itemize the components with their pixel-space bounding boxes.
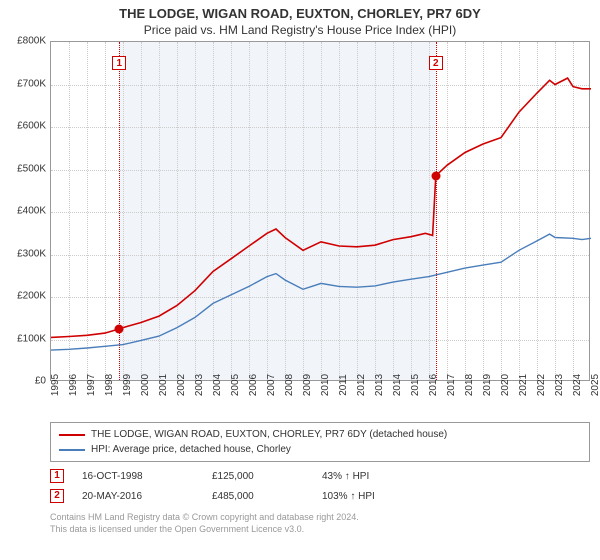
y-tick-label: £400K (17, 206, 46, 217)
legend-row-property: THE LODGE, WIGAN ROAD, EUXTON, CHORLEY, … (59, 427, 581, 442)
x-tick-label: 2016 (428, 374, 439, 396)
y-tick-label: £500K (17, 163, 46, 174)
y-tick-label: £300K (17, 248, 46, 259)
legend-label: THE LODGE, WIGAN ROAD, EUXTON, CHORLEY, … (91, 429, 447, 440)
sale-row-2: 2 20-MAY-2016£485,000103% ↑ HPI (50, 486, 590, 506)
sale-marker-icon: 2 (50, 489, 64, 503)
x-tick-label: 2002 (176, 374, 187, 396)
x-tick-label: 2020 (500, 374, 511, 396)
legend-swatch (59, 449, 85, 451)
marker-vline (436, 42, 437, 380)
chart-title: THE LODGE, WIGAN ROAD, EUXTON, CHORLEY, … (0, 0, 600, 21)
sale-date: 20-MAY-2016 (82, 491, 212, 502)
x-tick-label: 2018 (464, 374, 475, 396)
x-tick-label: 2001 (158, 374, 169, 396)
sale-date: 16-OCT-1998 (82, 471, 212, 482)
x-tick-label: 2024 (572, 374, 583, 396)
x-tick-label: 2006 (248, 374, 259, 396)
series-hpi (51, 234, 591, 350)
sale-price: £125,000 (212, 471, 322, 482)
x-tick-label: 2009 (302, 374, 313, 396)
line-plot-svg (51, 42, 591, 382)
y-tick-label: £600K (17, 121, 46, 132)
attribution-line: Contains HM Land Registry data © Crown c… (50, 512, 359, 534)
series-property (51, 78, 591, 337)
x-tick-label: 2005 (230, 374, 241, 396)
x-tick-label: 2007 (266, 374, 277, 396)
x-tick-label: 2019 (482, 374, 493, 396)
x-tick-label: 2004 (212, 374, 223, 396)
plot-region: 12 (50, 41, 590, 381)
y-tick-label: £0 (35, 376, 46, 387)
x-tick-label: 1995 (50, 374, 61, 396)
marker-dot-1 (115, 324, 124, 333)
y-tick-label: £100K (17, 333, 46, 344)
sale-pct: 103% ↑ HPI (322, 491, 442, 502)
attribution-text: Contains HM Land Registry data © Crown c… (50, 512, 590, 535)
x-tick-label: 2021 (518, 374, 529, 396)
x-tick-label: 1997 (86, 374, 97, 396)
sale-price: £485,000 (212, 491, 322, 502)
x-tick-label: 2023 (554, 374, 565, 396)
y-tick-label: £800K (17, 36, 46, 47)
sale-row-1: 1 16-OCT-1998£125,00043% ↑ HPI (50, 466, 590, 486)
sale-pct: 43% ↑ HPI (322, 471, 442, 482)
chart-subtitle: Price paid vs. HM Land Registry's House … (0, 21, 600, 41)
x-tick-label: 2000 (140, 374, 151, 396)
x-tick-label: 2008 (284, 374, 295, 396)
marker-dot-2 (431, 171, 440, 180)
x-tick-label: 1999 (122, 374, 133, 396)
legend: THE LODGE, WIGAN ROAD, EUXTON, CHORLEY, … (50, 422, 590, 462)
x-tick-label: 2025 (590, 374, 600, 396)
x-tick-label: 2012 (356, 374, 367, 396)
legend-swatch (59, 434, 85, 436)
x-tick-label: 2003 (194, 374, 205, 396)
legend-label: HPI: Average price, detached house, Chor… (91, 444, 291, 455)
chart-area: 12 £0£100K£200K£300K£400K£500K£600K£700K… (50, 41, 590, 411)
sales-table: 1 16-OCT-1998£125,00043% ↑ HPI 2 20-MAY-201… (50, 466, 590, 506)
sale-marker-icon: 1 (50, 469, 64, 483)
x-tick-label: 1998 (104, 374, 115, 396)
x-tick-label: 2010 (320, 374, 331, 396)
x-tick-label: 2013 (374, 374, 385, 396)
x-tick-label: 2015 (410, 374, 421, 396)
y-tick-label: £700K (17, 78, 46, 89)
x-tick-label: 2011 (338, 374, 349, 396)
legend-row-hpi: HPI: Average price, detached house, Chor… (59, 442, 581, 457)
marker-box-1: 1 (112, 56, 126, 70)
x-tick-label: 2022 (536, 374, 547, 396)
marker-box-2: 2 (429, 56, 443, 70)
x-tick-label: 2014 (392, 374, 403, 396)
y-tick-label: £200K (17, 291, 46, 302)
x-tick-label: 2017 (446, 374, 457, 396)
x-tick-label: 1996 (68, 374, 79, 396)
